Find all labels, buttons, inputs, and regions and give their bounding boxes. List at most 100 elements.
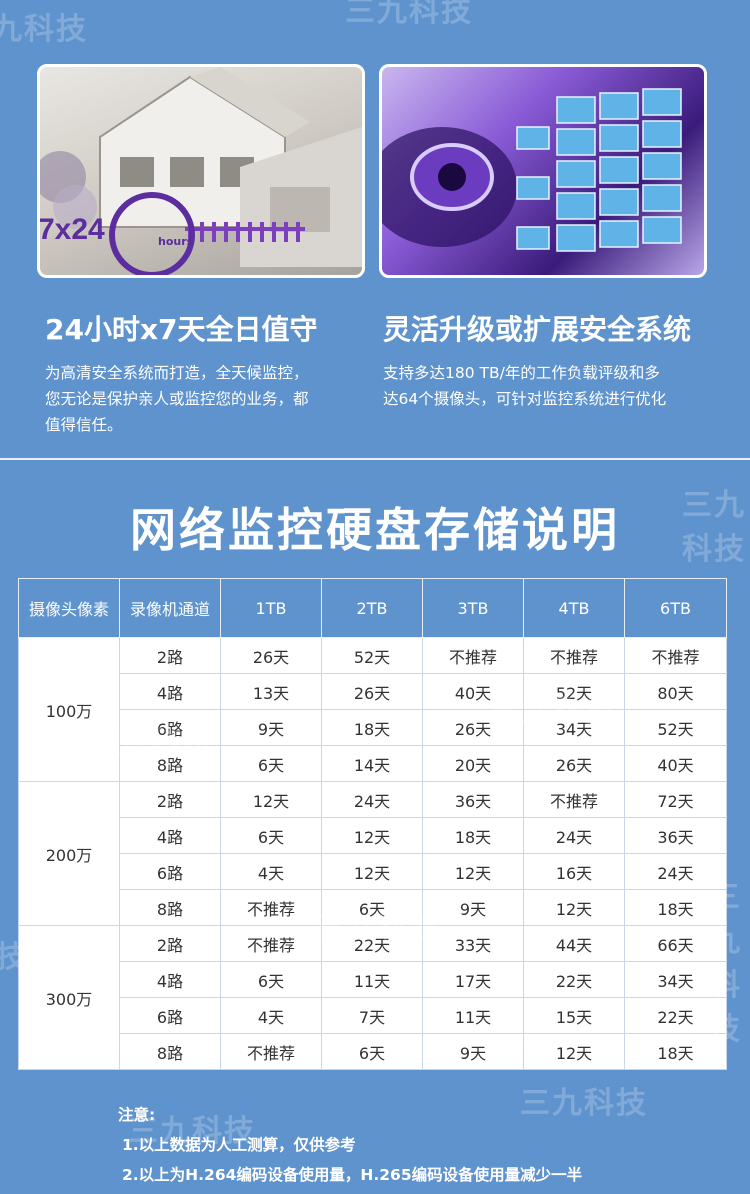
table-row: 4路 6天 12天 18天 24天 36天 <box>19 817 727 854</box>
channel-cell: 4路 <box>119 817 221 854</box>
days-cell: 40天 <box>422 673 524 710</box>
days-cell: 15天 <box>523 997 625 1034</box>
note-item: 2.以上为H.264编码设备使用量，H.265编码设备使用量减少一半 <box>122 1166 583 1184</box>
watermark: 三九科技 <box>488 694 616 729</box>
days-cell: 24天 <box>624 853 727 890</box>
days-cell: 不推荐 <box>523 781 625 818</box>
desc-line: 达64个摄像头，可针对监控系统进行优化 <box>383 390 667 408</box>
days-cell: 18天 <box>321 709 423 746</box>
table-row: 6路 9天 18天 26天 34天 52天 <box>19 709 727 746</box>
days-cell: 12天 <box>422 853 524 890</box>
header-3tb: 3TB <box>422 578 524 638</box>
days-cell: 4天 <box>220 853 322 890</box>
days-cell: 24天 <box>523 817 625 854</box>
page-title: 网络监控硬盘存储说明 <box>130 503 620 557</box>
channel-cell: 8路 <box>119 745 221 782</box>
channel-cell: 4路 <box>119 961 221 998</box>
table-row: 6路 4天 7天 11天 15天 22天 <box>19 997 727 1034</box>
watermark: 三九科技 <box>128 1114 256 1149</box>
days-cell: 6天 <box>220 817 322 854</box>
watermark: 三九科技 <box>314 910 442 945</box>
table-row: 300万 2路 不推荐 22天 33天 44天 66天 <box>18 925 727 1070</box>
header-6tb: 6TB <box>624 578 727 638</box>
table-row: 8路 不推荐 6天 9天 12天 18天 <box>19 889 727 926</box>
days-cell: 12天 <box>220 781 322 818</box>
channel-cell: 8路 <box>119 1033 221 1070</box>
days-cell: 不推荐 <box>624 637 727 674</box>
house-icon <box>40 67 362 275</box>
pixel-cell: 300万 <box>18 925 120 1070</box>
table-row: 4路 13天 26天 40天 52天 80天 <box>19 673 727 710</box>
section-divider <box>0 458 750 460</box>
channel-cell: 2路 <box>119 781 221 818</box>
days-cell: 11天 <box>321 961 423 998</box>
days-cell: 12天 <box>321 853 423 890</box>
days-cell: 14天 <box>321 745 423 782</box>
notes: 注意: 1.以上数据为人工测算，仅供参考 2.以上为H.264编码设备使用量，H… <box>118 1100 582 1190</box>
table-row: 200万 2路 12天 24天 36天 不推荐 72天 <box>18 781 727 926</box>
days-cell: 17天 <box>422 961 524 998</box>
days-cell: 36天 <box>624 817 727 854</box>
days-cell: 18天 <box>624 1033 727 1070</box>
watermark: 三九科技 <box>710 880 742 1047</box>
days-cell: 52天 <box>624 709 727 746</box>
days-cell: 6天 <box>321 889 423 926</box>
days-cell: 18天 <box>624 889 727 926</box>
feature-desc-24x7: 为高清安全系统而打造，全天候监控， 您无论是保护亲人或监控您的业务，都 值得信任… <box>45 360 309 438</box>
days-cell: 72天 <box>624 781 727 818</box>
days-cell: 26天 <box>220 637 322 674</box>
header-channel: 录像机通道 <box>119 578 221 638</box>
badge-hours: hours <box>158 235 194 248</box>
days-cell: 34天 <box>624 961 727 998</box>
days-cell: 33天 <box>422 925 524 962</box>
days-cell: 44天 <box>523 925 625 962</box>
storage-table: 摄像头像素 录像机通道 1TB 2TB 3TB 4TB 6TB 100万 2路 26… <box>18 578 727 1070</box>
days-cell: 6天 <box>321 1033 423 1070</box>
days-cell: 22天 <box>624 997 727 1034</box>
table-row: 8路 不推荐 6天 9天 12天 18天 <box>19 1033 727 1070</box>
days-cell: 6天 <box>220 961 322 998</box>
days-cell: 9天 <box>422 1033 524 1070</box>
pixel-cell: 100万 <box>18 637 120 782</box>
watermark: 三九科技 <box>0 940 28 975</box>
watermark: 三九科技 <box>86 726 214 761</box>
watermark: 三九科技 <box>0 12 88 47</box>
days-cell: 40天 <box>624 745 727 782</box>
days-cell: 12天 <box>523 1033 625 1070</box>
channel-cell: 6路 <box>119 853 221 890</box>
channel-cell: 6路 <box>119 997 221 1034</box>
header-4tb: 4TB <box>523 578 625 638</box>
notes-label: 注意: <box>118 1106 156 1124</box>
days-cell: 24天 <box>321 781 423 818</box>
surveillance-screens-image <box>379 64 707 278</box>
channel-cell: 6路 <box>119 709 221 746</box>
table-row: 100万 2路 26天 52天 不推荐 不推荐 不推荐 <box>18 637 727 782</box>
days-cell: 20天 <box>422 745 524 782</box>
desc-line: 您无论是保护亲人或监控您的业务，都 <box>45 390 309 408</box>
pixel-cell: 200万 <box>18 781 120 926</box>
days-cell: 26天 <box>321 673 423 710</box>
feature-title-24x7: 24小时x7天全日值守 <box>45 313 318 346</box>
days-cell: 16天 <box>523 853 625 890</box>
channel-cell: 8路 <box>119 889 221 926</box>
house-illustration-image: 7x24 hours <box>37 64 365 278</box>
desc-line: 为高清安全系统而打造，全天候监控， <box>45 364 309 382</box>
days-cell: 不推荐 <box>220 1033 322 1070</box>
note-item: 1.以上数据为人工测算，仅供参考 <box>122 1136 356 1154</box>
days-cell: 11天 <box>422 997 524 1034</box>
header-2tb: 2TB <box>321 578 423 638</box>
days-cell: 80天 <box>624 673 727 710</box>
table-row: 6路 4天 12天 12天 16天 24天 <box>19 853 727 890</box>
days-cell: 4天 <box>220 997 322 1034</box>
days-cell: 22天 <box>523 961 625 998</box>
channel-cell: 2路 <box>119 637 221 674</box>
header-1tb: 1TB <box>220 578 322 638</box>
desc-line: 值得信任。 <box>45 416 123 434</box>
days-cell: 36天 <box>422 781 524 818</box>
days-cell: 13天 <box>220 673 322 710</box>
days-cell: 12天 <box>523 889 625 926</box>
table-header-row: 摄像头像素 录像机通道 1TB 2TB 3TB 4TB 6TB <box>18 578 727 638</box>
days-cell: 不推荐 <box>220 889 322 926</box>
channel-cell: 4路 <box>119 673 221 710</box>
desc-line: 支持多达180 TB/年的工作负载评级和多 <box>383 364 660 382</box>
